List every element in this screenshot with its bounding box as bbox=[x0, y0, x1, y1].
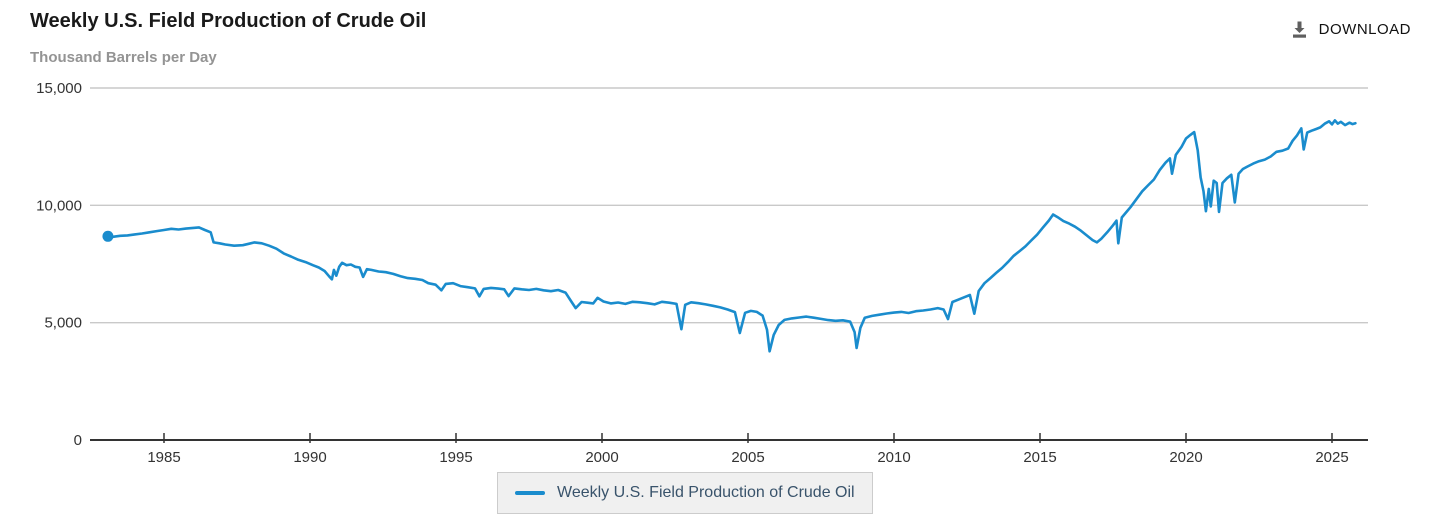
x-axis-tick-label: 2005 bbox=[731, 449, 764, 466]
series-line-swatch bbox=[515, 491, 545, 495]
y-axis-tick-label: 0 bbox=[74, 432, 82, 449]
x-axis-tick-label: 2020 bbox=[1169, 449, 1202, 466]
y-axis-tick-label: 5,000 bbox=[44, 315, 82, 332]
download-button[interactable]: DOWNLOAD bbox=[1288, 16, 1413, 43]
chart-canvas: 0 5,000 10,000 15,000 1985 1990 1995 2000 2005 20… bbox=[36, 80, 1368, 466]
x-axis-tick-label: 1990 bbox=[293, 449, 326, 466]
x-axis-tick-label: 1995 bbox=[439, 449, 472, 466]
x-axis-tick-label: 2025 bbox=[1315, 449, 1348, 466]
series-line[interactable] bbox=[106, 119, 1357, 353]
x-axis-tick-label: 2015 bbox=[1023, 449, 1056, 466]
legend-label: Weekly U.S. Field Production of Crude Oi… bbox=[557, 484, 855, 501]
x-axis-tick-label: 2010 bbox=[877, 449, 910, 466]
download-label: DOWNLOAD bbox=[1318, 21, 1411, 38]
chart-title: Weekly U.S. Field Production of Crude Oi… bbox=[30, 10, 427, 32]
series-start-marker[interactable] bbox=[102, 230, 114, 242]
y-axis-tick-label: 10,000 bbox=[36, 197, 82, 214]
x-axis-tick-label: 2000 bbox=[585, 449, 618, 466]
chart-subtitle: Thousand Barrels per Day bbox=[30, 49, 217, 66]
download-icon bbox=[1290, 20, 1309, 39]
legend-item[interactable]: Weekly U.S. Field Production of Crude Oi… bbox=[497, 472, 873, 514]
y-axis-tick-label: 15,000 bbox=[36, 80, 82, 97]
x-axis-tick-label: 1985 bbox=[147, 449, 180, 466]
